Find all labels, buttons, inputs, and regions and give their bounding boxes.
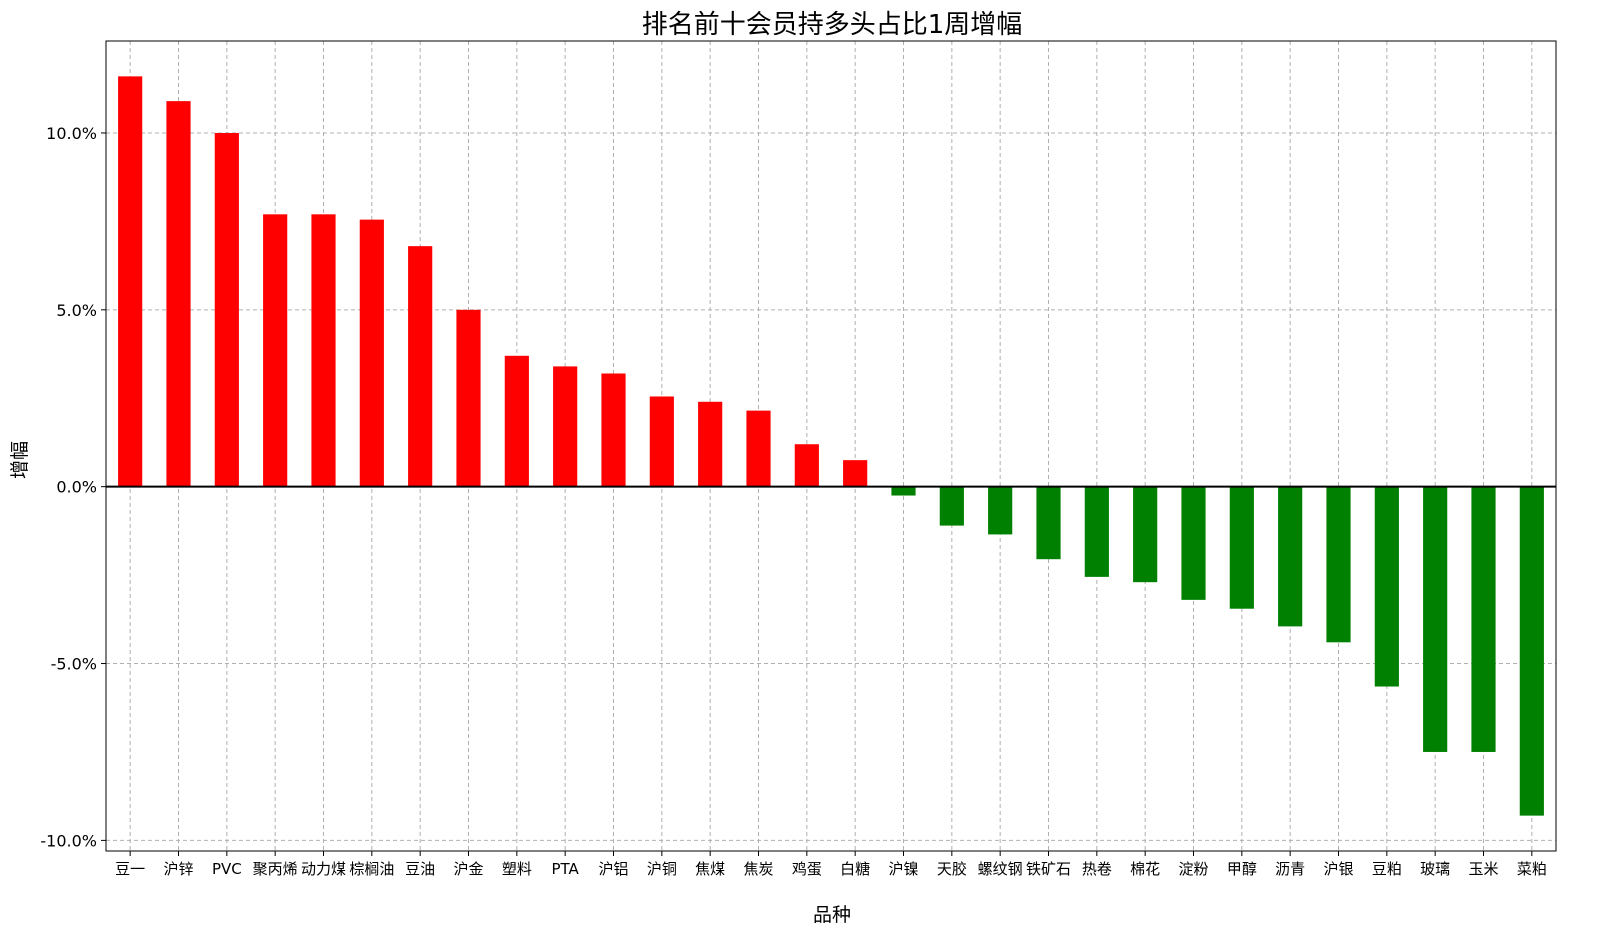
x-axis-ticks: 豆一 沪锌 PVC 聚丙烯 动力煤 棕榈油 豆油 沪金 塑料 PTA 沪铝 沪铜 焦煤 焦炭 鸡蛋 白糖 沪镍 天… — [115, 851, 1547, 878]
y-tick-label: -5.0% — [51, 655, 97, 674]
x-tick-label: 沪金 — [453, 860, 483, 878]
y-tick-label: -10.0% — [40, 831, 97, 850]
chart-title: 排名前十会员持多头占比1周增幅 — [642, 10, 1023, 40]
y-tick-label: 5.0% — [56, 301, 97, 320]
x-tick-label: 菜粕 — [1517, 860, 1547, 878]
x-tick-label: 豆一 — [115, 860, 145, 878]
x-tick-label: 棉花 — [1130, 860, 1160, 878]
x-tick-label: 动力煤 — [301, 860, 346, 878]
x-tick-label: 天胶 — [937, 860, 967, 878]
bar — [504, 355, 529, 487]
x-tick-label: 豆油 — [405, 860, 435, 878]
bar — [1423, 486, 1448, 752]
bar — [601, 373, 626, 487]
x-tick-label: 棕榈油 — [349, 860, 394, 878]
bar — [746, 410, 771, 487]
y-tick-label: 0.0% — [56, 478, 97, 497]
x-tick-label: 聚丙烯 — [253, 860, 298, 878]
bar — [1229, 486, 1254, 609]
x-tick-label: 玻璃 — [1420, 860, 1450, 878]
bar — [1133, 486, 1158, 583]
bar-layer — [118, 76, 1544, 816]
bar — [1326, 486, 1351, 643]
bar — [939, 486, 964, 526]
bar — [1519, 486, 1544, 816]
x-tick-label: 铁矿石 — [1026, 860, 1071, 878]
bar — [794, 444, 819, 487]
bar — [408, 246, 433, 487]
bar — [1036, 486, 1061, 560]
bar — [1084, 486, 1109, 577]
x-axis-label: 品种 — [813, 904, 851, 926]
x-tick-label: 白糖 — [840, 860, 870, 878]
bar — [456, 309, 481, 487]
bar — [1278, 486, 1303, 627]
y-axis-ticks: -10.0% -5.0% 0.0% 5.0% 10.0% — [40, 124, 106, 850]
y-tick-label: 10.0% — [46, 124, 97, 143]
bar — [988, 486, 1013, 535]
bar — [214, 132, 239, 487]
bar — [698, 401, 723, 487]
x-tick-label: 豆粕 — [1372, 860, 1402, 878]
bar — [891, 486, 916, 496]
x-tick-label: 鸡蛋 — [792, 860, 822, 878]
bar — [553, 366, 578, 487]
bar — [843, 460, 868, 487]
bar — [1471, 486, 1496, 752]
bar — [118, 76, 143, 487]
x-tick-label: 塑料 — [502, 860, 532, 878]
bar — [263, 214, 288, 487]
x-tick-label: 沪镍 — [888, 860, 918, 878]
bar — [1181, 486, 1206, 600]
x-tick-label: 沥青 — [1275, 860, 1305, 878]
x-tick-label: 淀粉 — [1178, 860, 1208, 878]
x-tick-label: 焦炭 — [743, 860, 773, 878]
bar — [311, 214, 336, 487]
x-tick-label: 玉米 — [1468, 860, 1498, 878]
x-tick-label: 沪铜 — [647, 860, 677, 878]
x-tick-label: 热卷 — [1082, 860, 1112, 878]
x-tick-label: PVC — [212, 860, 242, 878]
bar — [359, 219, 384, 487]
x-tick-label: 焦煤 — [695, 860, 725, 878]
bar — [166, 101, 191, 487]
x-tick-label: PTA — [552, 860, 580, 878]
x-tick-label: 沪铝 — [598, 860, 628, 878]
plot-frame — [105, 40, 1557, 852]
x-tick-label: 沪银 — [1323, 860, 1353, 878]
y-axis-label: 增幅 — [9, 441, 31, 479]
bar — [1374, 486, 1399, 687]
x-tick-label: 甲醇 — [1227, 860, 1257, 878]
x-tick-label: 螺纹钢 — [978, 860, 1023, 878]
x-tick-label: 沪锌 — [163, 860, 193, 878]
bar — [649, 396, 674, 487]
